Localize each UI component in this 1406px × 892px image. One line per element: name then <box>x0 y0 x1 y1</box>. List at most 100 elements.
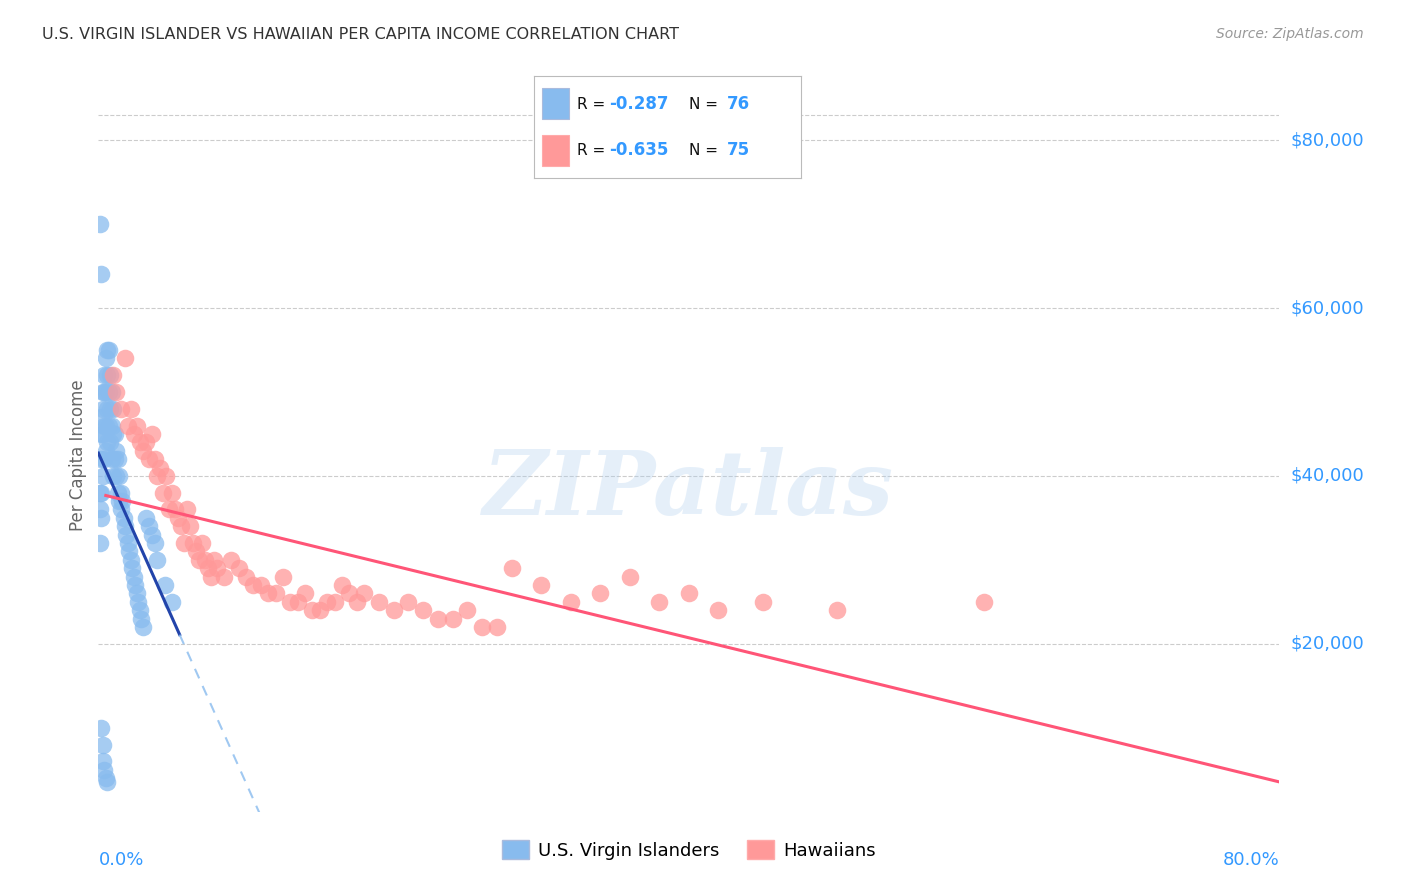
Text: 80.0%: 80.0% <box>1223 851 1279 869</box>
Point <box>212 569 235 583</box>
Point <box>114 351 136 366</box>
Point <box>96 775 118 789</box>
Point <box>105 469 128 483</box>
Point <box>93 384 115 399</box>
Point <box>752 595 775 609</box>
Point <box>250 578 273 592</box>
Text: 0.0%: 0.0% <box>98 851 143 869</box>
Point <box>152 485 174 500</box>
Point <box>103 368 125 383</box>
Point <box>153 578 176 592</box>
Point <box>103 469 125 483</box>
Point <box>135 435 157 450</box>
Point <box>457 603 479 617</box>
Point <box>146 469 169 483</box>
Point <box>105 384 128 399</box>
Point <box>619 569 641 583</box>
Point <box>117 536 139 550</box>
Point <box>202 553 225 567</box>
Point <box>128 603 150 617</box>
Point <box>89 485 111 500</box>
Point <box>294 586 316 600</box>
Point <box>94 418 117 433</box>
Point <box>157 502 180 516</box>
Point <box>115 527 138 541</box>
Point <box>103 401 125 416</box>
Point <box>471 620 494 634</box>
Point <box>167 511 190 525</box>
Legend: U.S. Virgin Islanders, Hawaiians: U.S. Virgin Islanders, Hawaiians <box>495 833 883 867</box>
Text: N =: N = <box>689 96 723 112</box>
Point <box>501 561 523 575</box>
Point <box>108 469 131 483</box>
Point <box>90 410 112 425</box>
Point <box>93 368 115 383</box>
Point <box>96 401 118 416</box>
Point <box>235 569 257 583</box>
Text: 76: 76 <box>727 95 749 113</box>
Point <box>91 384 114 399</box>
Point <box>98 368 121 383</box>
Point <box>104 452 127 467</box>
Point <box>353 586 375 600</box>
Text: R =: R = <box>576 96 610 112</box>
Point <box>90 426 112 441</box>
Point <box>141 426 163 441</box>
Point <box>707 603 730 617</box>
Point <box>486 620 509 634</box>
Point <box>118 544 141 558</box>
Point <box>121 561 143 575</box>
Point <box>143 452 166 467</box>
Point <box>187 553 209 567</box>
Point <box>973 595 995 609</box>
Point <box>100 384 122 399</box>
Point <box>117 418 139 433</box>
Bar <box>543 136 569 166</box>
Point <box>125 418 148 433</box>
Text: $20,000: $20,000 <box>1291 635 1364 653</box>
Point <box>96 435 118 450</box>
Point <box>90 452 112 467</box>
Point <box>125 586 148 600</box>
Point <box>138 519 160 533</box>
Point <box>346 595 368 609</box>
Text: N =: N = <box>689 143 723 158</box>
Point <box>128 435 150 450</box>
Point <box>90 485 112 500</box>
Point <box>93 763 115 777</box>
Point <box>120 401 142 416</box>
Point <box>120 553 142 567</box>
Point <box>93 452 115 467</box>
Point <box>155 469 177 483</box>
Point <box>94 351 117 366</box>
Point <box>141 527 163 541</box>
Bar <box>543 88 569 119</box>
Point <box>94 443 117 458</box>
Point <box>91 755 114 769</box>
Point <box>98 435 121 450</box>
Y-axis label: Per Capita Income: Per Capita Income <box>69 379 87 531</box>
Text: -0.287: -0.287 <box>609 95 669 113</box>
Point <box>90 721 112 735</box>
Point <box>173 536 195 550</box>
Point <box>132 443 155 458</box>
Point <box>280 595 302 609</box>
Point <box>112 511 135 525</box>
Point <box>96 343 118 357</box>
Point <box>323 595 346 609</box>
Point <box>316 595 339 609</box>
Point <box>427 612 450 626</box>
Point <box>184 544 207 558</box>
Point <box>170 519 193 533</box>
Point <box>242 578 264 592</box>
Point <box>257 586 280 600</box>
Point <box>143 536 166 550</box>
Point <box>382 603 405 617</box>
Point <box>412 603 434 617</box>
Point <box>98 401 121 416</box>
Point <box>124 578 146 592</box>
Point <box>89 217 111 231</box>
Point <box>111 494 134 508</box>
Point <box>97 384 120 399</box>
Point <box>110 485 132 500</box>
